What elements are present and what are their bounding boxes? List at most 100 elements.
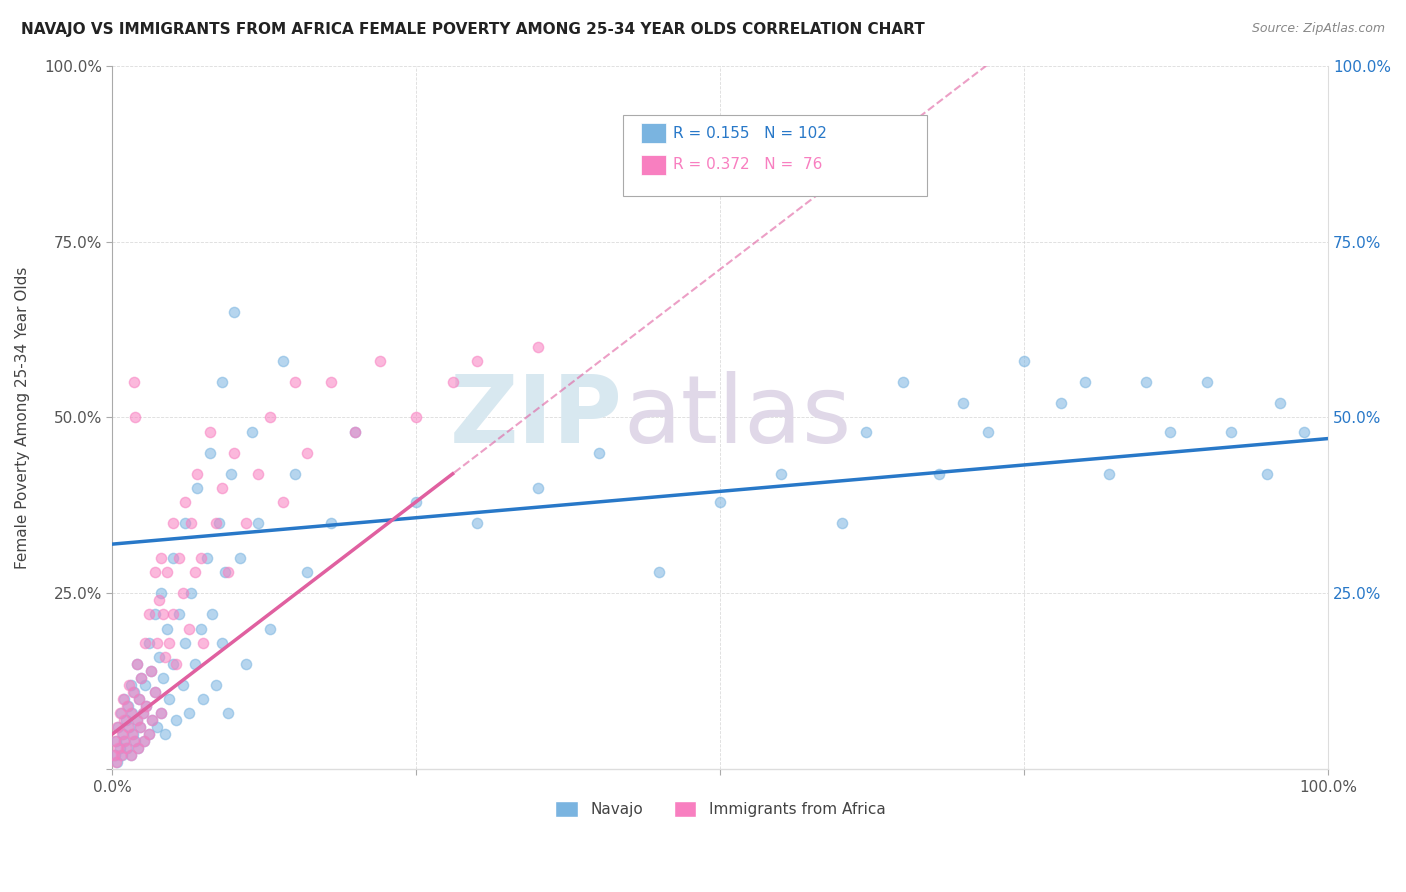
Point [122, 727, 145, 741]
Point [217, 706, 239, 720]
Point [153, 727, 176, 741]
Point [159, 692, 181, 706]
Point [138, 607, 160, 622]
Point [222, 445, 245, 459]
Point [344, 425, 367, 439]
Point [114, 734, 136, 748]
Point [134, 635, 156, 649]
Point [143, 685, 166, 699]
Point [115, 698, 138, 713]
Point [167, 607, 190, 622]
Point [149, 706, 172, 720]
Point [122, 685, 145, 699]
Point [165, 713, 187, 727]
Point [648, 566, 671, 580]
Point [159, 635, 181, 649]
Point [201, 607, 224, 622]
Point [111, 748, 134, 763]
Point [855, 425, 877, 439]
Point [190, 551, 212, 566]
Point [180, 516, 202, 530]
Point [146, 635, 169, 649]
Point [1219, 425, 1241, 439]
Point [117, 698, 139, 713]
Point [222, 305, 245, 319]
Point [149, 706, 172, 720]
Point [112, 727, 135, 741]
Point [124, 734, 146, 748]
Point [1256, 467, 1278, 481]
Point [156, 622, 179, 636]
Point [405, 495, 427, 509]
Point [107, 741, 129, 756]
Point [127, 741, 149, 756]
Point [131, 706, 153, 720]
Point [709, 495, 731, 509]
Point [110, 748, 132, 763]
Point [104, 734, 127, 748]
Point [132, 734, 155, 748]
Point [128, 692, 150, 706]
Point [138, 635, 160, 649]
Legend: Navajo, Immigrants from Africa: Navajo, Immigrants from Africa [547, 794, 893, 825]
Point [952, 396, 974, 410]
Point [1159, 425, 1181, 439]
Point [121, 706, 143, 720]
Point [172, 586, 194, 600]
Point [141, 664, 163, 678]
Point [125, 713, 148, 727]
Point [104, 756, 127, 770]
Point [141, 713, 163, 727]
Point [1074, 376, 1097, 390]
Point [284, 467, 307, 481]
Point [1292, 425, 1315, 439]
Point [162, 551, 184, 566]
Point [125, 657, 148, 671]
Point [132, 734, 155, 748]
Point [368, 354, 391, 368]
Point [1268, 396, 1291, 410]
Point [193, 692, 215, 706]
Point [204, 678, 226, 692]
Point [114, 713, 136, 727]
Point [129, 720, 152, 734]
Point [105, 756, 128, 770]
Point [120, 748, 142, 763]
Text: Source: ZipAtlas.com: Source: ZipAtlas.com [1251, 22, 1385, 36]
Point [186, 467, 208, 481]
Point [118, 720, 141, 734]
Point [103, 748, 125, 763]
Point [135, 698, 157, 713]
Point [229, 551, 252, 566]
Text: R = 0.155   N = 102: R = 0.155 N = 102 [673, 126, 827, 141]
Point [891, 376, 914, 390]
Point [769, 467, 792, 481]
Point [115, 741, 138, 756]
Point [156, 566, 179, 580]
Point [976, 425, 998, 439]
Point [152, 671, 174, 685]
Point [259, 410, 281, 425]
Point [129, 720, 152, 734]
Text: R = 0.372   N =  76: R = 0.372 N = 76 [673, 157, 823, 172]
Point [162, 607, 184, 622]
Point [193, 635, 215, 649]
Point [198, 425, 221, 439]
Point [1012, 354, 1035, 368]
Point [295, 445, 318, 459]
Point [184, 566, 207, 580]
Text: NAVAJO VS IMMIGRANTS FROM AFRICA FEMALE POVERTY AMONG 25-34 YEAR OLDS CORRELATIO: NAVAJO VS IMMIGRANTS FROM AFRICA FEMALE … [21, 22, 925, 37]
Y-axis label: Female Poverty Among 25-34 Year Olds: Female Poverty Among 25-34 Year Olds [15, 267, 30, 568]
Point [114, 713, 136, 727]
FancyBboxPatch shape [641, 123, 665, 143]
Point [184, 657, 207, 671]
Point [211, 635, 233, 649]
Point [344, 425, 367, 439]
Point [247, 467, 270, 481]
Point [1195, 376, 1218, 390]
FancyBboxPatch shape [623, 115, 927, 195]
Point [128, 692, 150, 706]
Point [162, 657, 184, 671]
Point [131, 671, 153, 685]
Point [149, 551, 172, 566]
